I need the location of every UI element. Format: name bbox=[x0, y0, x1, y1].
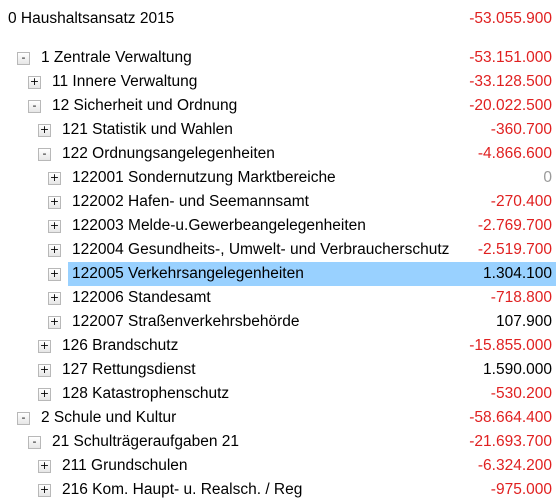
tree-node-122006[interactable]: + 122006 Standesamt -718.800 bbox=[0, 286, 556, 310]
tree-node-label: 0 Haushaltsansatz 2015 bbox=[8, 10, 175, 27]
collapse-toggle-icon[interactable]: - bbox=[17, 52, 30, 65]
expand-toggle-icon[interactable]: + bbox=[38, 459, 51, 473]
tree-node-label: 122004 Gesundheits-, Umwelt- und Verbrau… bbox=[72, 241, 450, 258]
expand-toggle-icon[interactable]: + bbox=[48, 171, 61, 185]
tree-node-value: -360.700 bbox=[490, 121, 552, 138]
tree-node-122003[interactable]: + 122003 Melde-u.Gewerbeangelegenheiten … bbox=[0, 214, 556, 238]
tree-node-label: 1 Zentrale Verwaltung bbox=[41, 49, 192, 66]
expand-toggle-icon[interactable]: + bbox=[38, 123, 51, 137]
tree-node-11[interactable]: + 11 Innere Verwaltung -33.128.500 bbox=[0, 70, 556, 94]
tree-node-label: 12 Sicherheit und Ordnung bbox=[52, 97, 238, 114]
tree-node-122005-selected[interactable]: + 122005 Verkehrsangelegenheiten 1.304.1… bbox=[0, 262, 556, 286]
tree-node-122007[interactable]: + 122007 Straßenverkehrsbehörde 107.900 bbox=[0, 310, 556, 334]
tree-node-122[interactable]: - 122 Ordnungsangelegenheiten -4.866.600 bbox=[0, 142, 556, 166]
expand-toggle-icon[interactable]: + bbox=[48, 195, 61, 209]
tree-node-value: 0 bbox=[543, 169, 552, 186]
tree-node-value: -270.400 bbox=[490, 193, 552, 210]
selection-highlight bbox=[68, 262, 556, 286]
collapse-toggle-icon[interactable]: - bbox=[28, 100, 41, 113]
tree-node-label: 128 Katastrophenschutz bbox=[62, 385, 230, 402]
tree-node-value: -58.664.400 bbox=[469, 409, 552, 426]
tree-node-value: -975.000 bbox=[490, 481, 552, 498]
expand-toggle-icon[interactable]: + bbox=[28, 75, 41, 89]
tree-node-value: -718.800 bbox=[490, 289, 552, 306]
tree-node-value: -53.151.000 bbox=[469, 49, 552, 66]
tree-node-label: 122006 Standesamt bbox=[72, 289, 211, 306]
tree-node-label: 122003 Melde-u.Gewerbeangelegenheiten bbox=[72, 217, 366, 234]
tree-node-121[interactable]: + 121 Statistik und Wahlen -360.700 bbox=[0, 118, 556, 142]
expand-toggle-icon[interactable]: + bbox=[48, 243, 61, 257]
tree-node-label: 11 Innere Verwaltung bbox=[52, 73, 198, 90]
expand-toggle-icon[interactable]: + bbox=[48, 219, 61, 233]
tree-node-1[interactable]: - 1 Zentrale Verwaltung -53.151.000 bbox=[0, 46, 556, 70]
tree-node-value: -33.128.500 bbox=[469, 73, 552, 90]
tree-node-value: -20.022.500 bbox=[469, 97, 552, 114]
tree-node-126[interactable]: + 126 Brandschutz -15.855.000 bbox=[0, 334, 556, 358]
tree-node-value: -4.866.600 bbox=[477, 145, 552, 162]
tree-node-value: -530.200 bbox=[490, 385, 552, 402]
expand-toggle-icon[interactable]: + bbox=[48, 291, 61, 305]
collapse-toggle-icon[interactable]: - bbox=[28, 436, 41, 449]
tree-node-21[interactable]: - 21 Schulträgeraufgaben 21 -21.693.700 bbox=[0, 430, 556, 454]
tree-node-2[interactable]: - 2 Schule und Kultur -58.664.400 bbox=[0, 406, 556, 430]
tree-node-label: 211 Grundschulen bbox=[62, 457, 188, 474]
tree-node-value: 1.304.100 bbox=[483, 265, 552, 282]
tree-node-12[interactable]: - 12 Sicherheit und Ordnung -20.022.500 bbox=[0, 94, 556, 118]
tree-node-128[interactable]: + 128 Katastrophenschutz -530.200 bbox=[0, 382, 556, 406]
expand-toggle-icon[interactable]: + bbox=[38, 483, 51, 497]
tree-node-211[interactable]: + 211 Grundschulen -6.324.200 bbox=[0, 454, 556, 478]
expand-toggle-icon[interactable]: + bbox=[48, 267, 61, 281]
tree-node-label: 216 Kom. Haupt- u. Realsch. / Reg bbox=[62, 481, 303, 498]
tree-node-label: 122007 Straßenverkehrsbehörde bbox=[72, 313, 300, 330]
tree-node-label: 2 Schule und Kultur bbox=[41, 409, 177, 426]
spacer bbox=[0, 38, 556, 46]
tree-node-value: -21.693.700 bbox=[469, 433, 552, 450]
tree-node-122001[interactable]: + 122001 Sondernutzung Marktbereiche 0 bbox=[0, 166, 556, 190]
tree-node-label: 122 Ordnungsangelegenheiten bbox=[62, 145, 275, 162]
tree-node-value: -2.769.700 bbox=[477, 217, 552, 234]
tree-node-value: -2.519.700 bbox=[477, 241, 552, 258]
tree-node-label: 127 Rettungsdienst bbox=[62, 361, 196, 378]
tree-node-label: 121 Statistik und Wahlen bbox=[62, 121, 233, 138]
tree-node-label: 122001 Sondernutzung Marktbereiche bbox=[72, 169, 336, 186]
tree-node-label: 126 Brandschutz bbox=[62, 337, 179, 354]
tree-node-value: 107.900 bbox=[495, 313, 552, 330]
expand-toggle-icon[interactable]: + bbox=[38, 363, 51, 377]
collapse-toggle-icon[interactable]: - bbox=[17, 412, 30, 425]
tree-node-122004[interactable]: + 122004 Gesundheits-, Umwelt- und Verbr… bbox=[0, 238, 556, 262]
tree-node-value: -53.055.900 bbox=[469, 10, 552, 27]
tree-node-216[interactable]: + 216 Kom. Haupt- u. Realsch. / Reg -975… bbox=[0, 478, 556, 502]
tree-node-label: 122002 Hafen- und Seemannsamt bbox=[72, 193, 309, 210]
expand-toggle-icon[interactable]: + bbox=[48, 315, 61, 329]
collapse-toggle-icon[interactable]: - bbox=[38, 148, 51, 161]
tree-node-value: -15.855.000 bbox=[469, 337, 552, 354]
tree-node-127[interactable]: + 127 Rettungsdienst 1.590.000 bbox=[0, 358, 556, 382]
tree-node-label: 122005 Verkehrsangelegenheiten bbox=[72, 265, 304, 282]
expand-toggle-icon[interactable]: + bbox=[38, 387, 51, 401]
tree-node-value: -6.324.200 bbox=[477, 457, 552, 474]
tree-node-value: 1.590.000 bbox=[483, 361, 552, 378]
expand-toggle-icon[interactable]: + bbox=[38, 339, 51, 353]
tree-node-122002[interactable]: + 122002 Hafen- und Seemannsamt -270.400 bbox=[0, 190, 556, 214]
tree-node-label: 21 Schulträgeraufgaben 21 bbox=[52, 433, 240, 450]
tree-root-row[interactable]: 0 Haushaltsansatz 2015 -53.055.900 bbox=[0, 0, 556, 38]
